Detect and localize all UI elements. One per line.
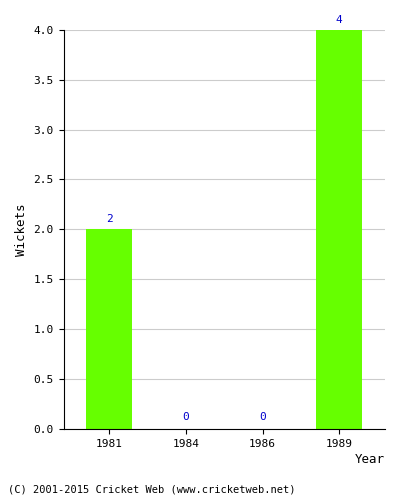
Text: Year: Year — [355, 453, 385, 466]
Bar — [86, 230, 132, 429]
Text: 0: 0 — [259, 412, 266, 422]
Text: 0: 0 — [183, 412, 189, 422]
Text: 2: 2 — [106, 214, 113, 224]
Y-axis label: Wickets: Wickets — [15, 203, 28, 256]
Bar — [316, 30, 362, 429]
Text: (C) 2001-2015 Cricket Web (www.cricketweb.net): (C) 2001-2015 Cricket Web (www.cricketwe… — [8, 485, 296, 495]
Text: 4: 4 — [336, 15, 342, 25]
